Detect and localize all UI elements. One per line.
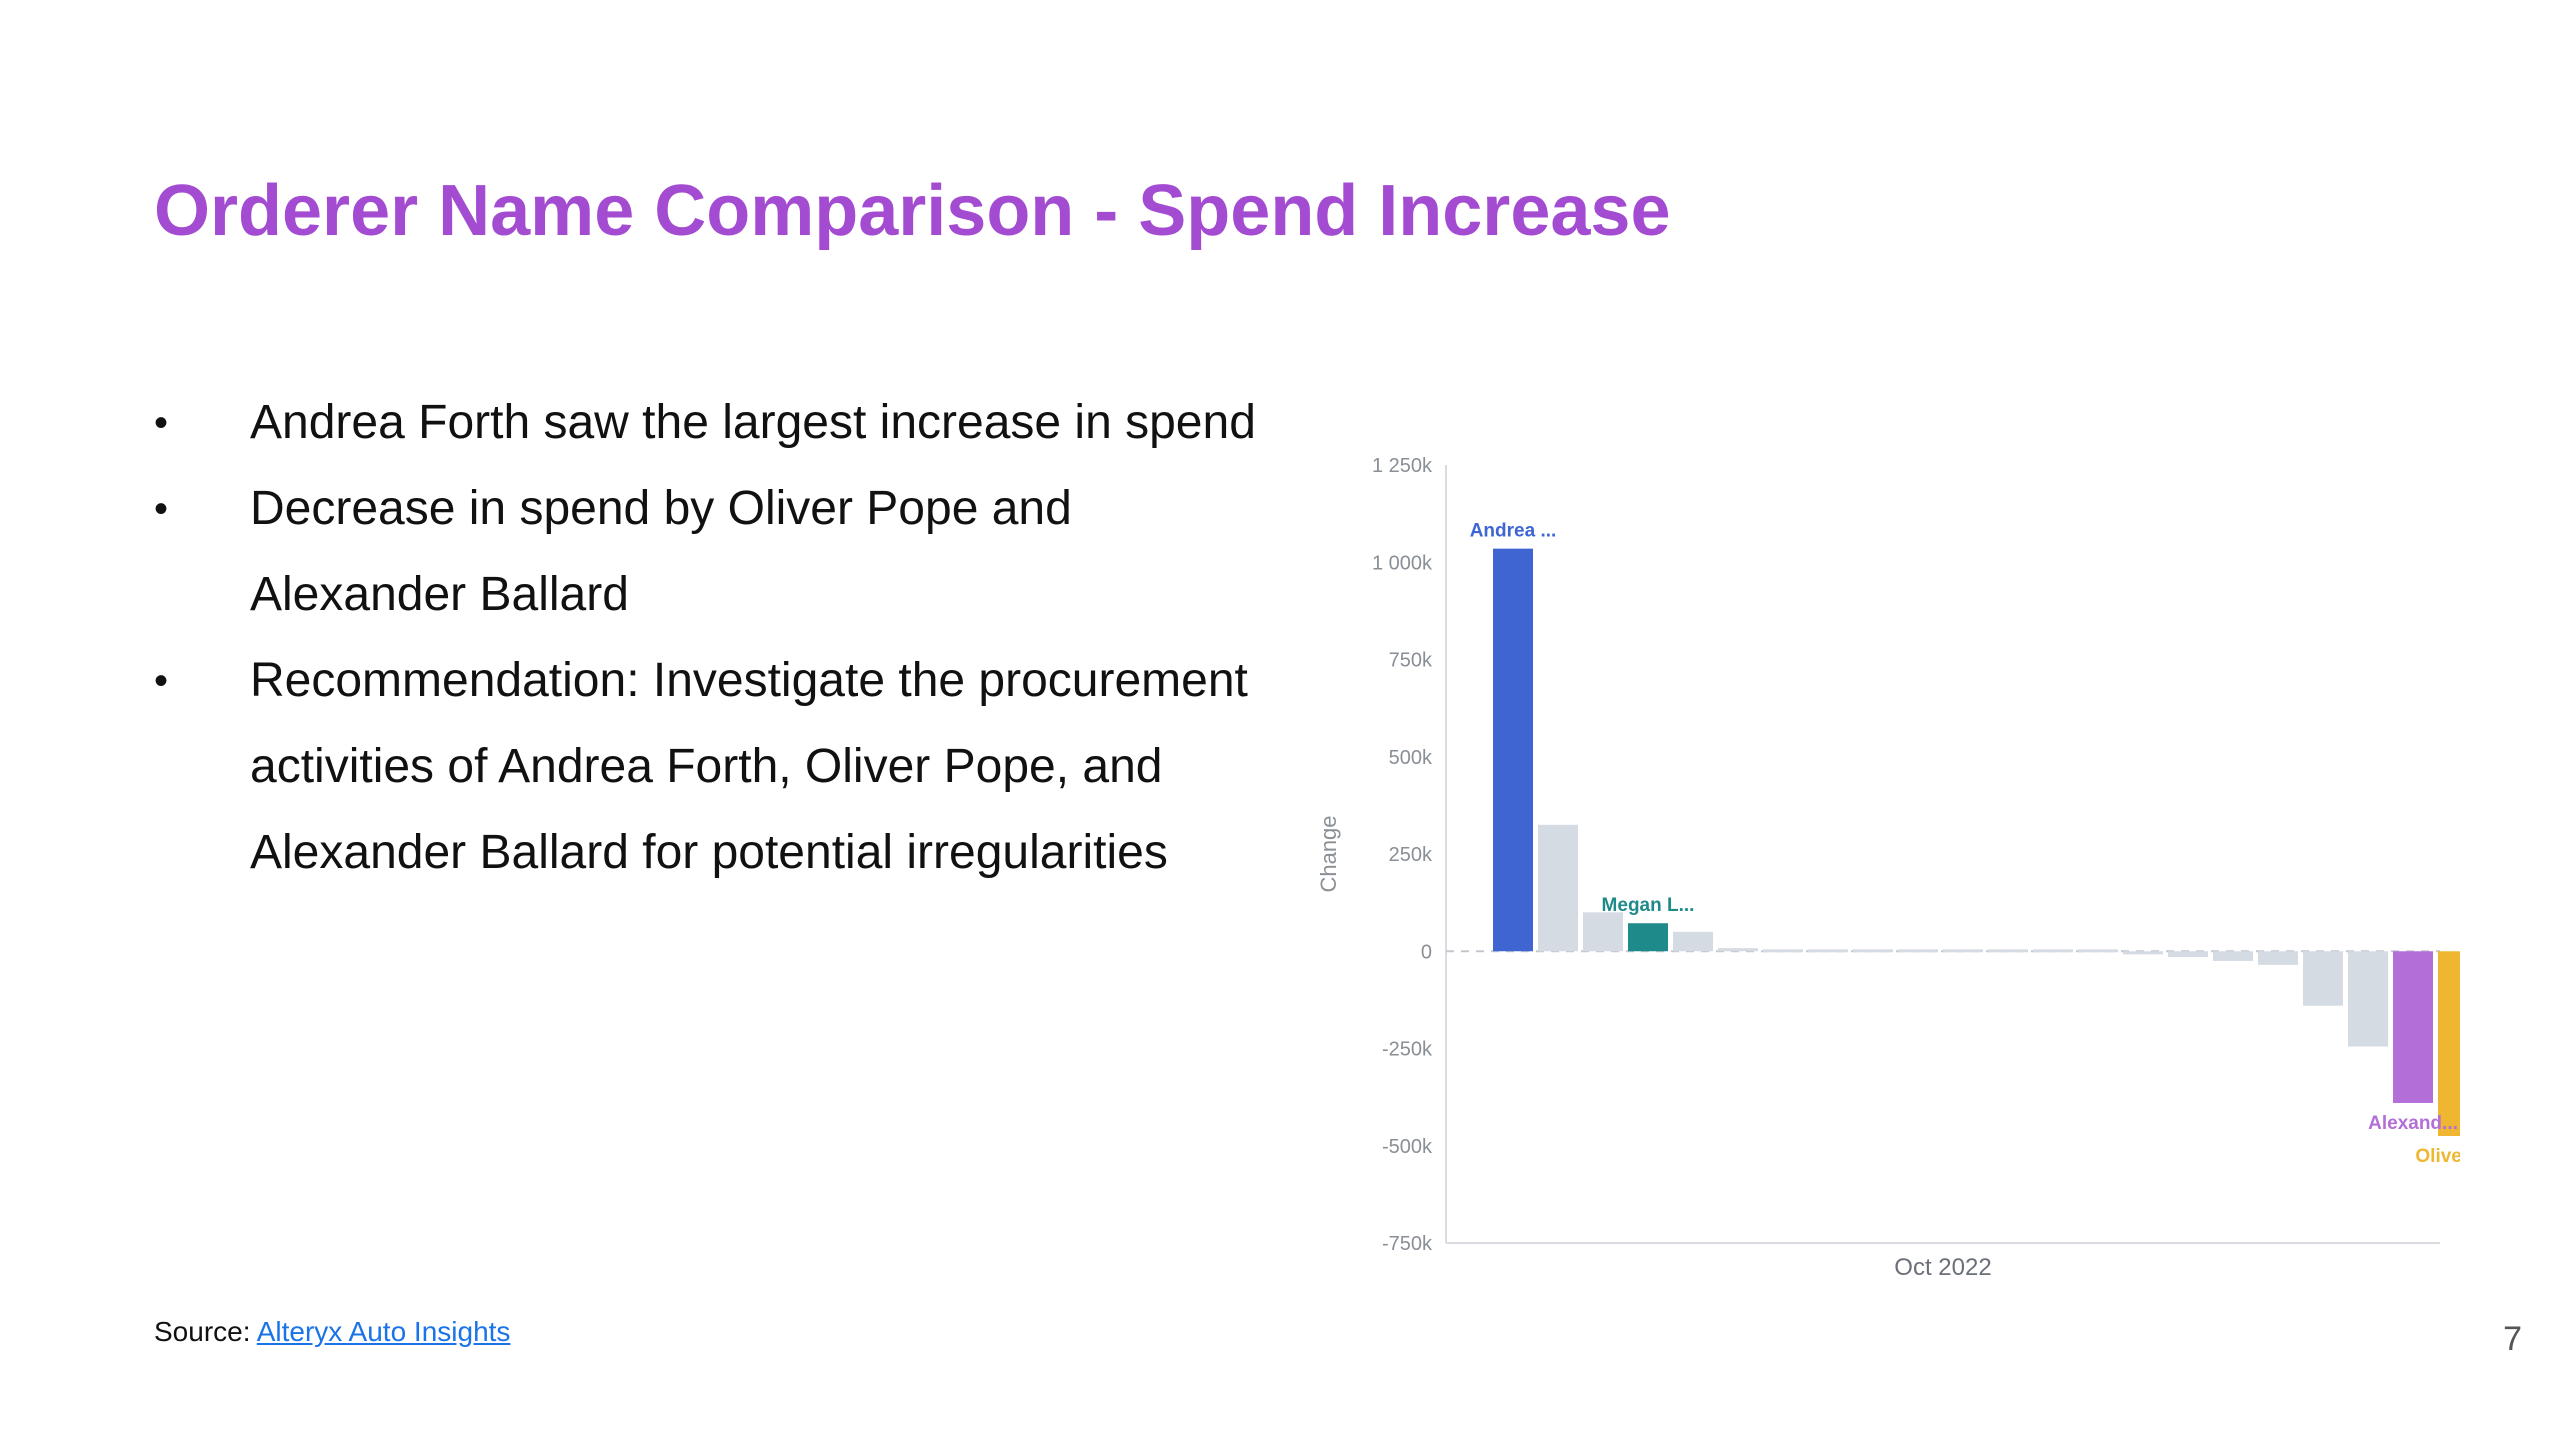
bar-chart-svg: 1 250k 1 000k 750k 500k 250k 0 -250k -500k -750k… <box>1316 455 2460 1281</box>
bar <box>2033 949 2073 953</box>
bar-data-label: Alexand... <box>2368 1113 2458 1134</box>
bar <box>2258 951 2298 965</box>
bullet-icon: • <box>154 487 169 531</box>
y-tick-group: 1 250k 1 000k 750k 500k 250k 0 -250k -500k -750k <box>1372 455 1433 1255</box>
y-tick-label: 1 250k <box>1372 455 1433 477</box>
bullet-item: • Andrea Forth saw the largest increase … <box>154 380 1284 466</box>
bar <box>2393 951 2433 1103</box>
bar <box>2078 949 2118 953</box>
y-axis-label: Change <box>1316 815 1341 892</box>
bar <box>2168 951 2208 958</box>
bar <box>1853 949 1893 953</box>
y-tick-label: 750k <box>1389 650 1433 672</box>
bar <box>1583 912 1623 952</box>
y-tick-label: 250k <box>1389 844 1433 866</box>
bullet-text: Andrea Forth saw the largest increase in… <box>250 396 1256 449</box>
bar <box>1808 949 1848 953</box>
x-axis-label: Oct 2022 <box>1894 1254 1991 1281</box>
bar <box>2348 951 2388 1047</box>
bar-data-label: Andrea ... <box>1470 521 1557 542</box>
bullet-icon: • <box>154 659 169 703</box>
bar <box>1493 548 1533 952</box>
bullet-text: Decrease in spend by Oliver Pope and Ale… <box>250 482 1072 621</box>
bar <box>2213 951 2253 961</box>
y-tick-label: -750k <box>1382 1233 1433 1255</box>
bar-label-group: Andrea ... Megan L... Alexand... Oliver P..… <box>1470 521 2460 1167</box>
bar <box>1718 948 1758 952</box>
bullet-item: • Decrease in spend by Oliver Pope and A… <box>154 466 1284 638</box>
source-label: Source: <box>154 1316 251 1347</box>
y-tick-label: 0 <box>1421 941 1432 963</box>
y-tick-label: 1 000k <box>1372 552 1433 574</box>
bullet-text: Recommendation: Investigate the procurem… <box>250 654 1248 879</box>
bar-data-label: Megan L... <box>1602 895 1695 916</box>
bar <box>2303 951 2343 1006</box>
bullet-item: • Recommendation: Investigate the procur… <box>154 638 1284 896</box>
source-note: Source: Alteryx Auto Insights <box>154 1316 510 1348</box>
y-tick-label: -500k <box>1382 1136 1433 1158</box>
page-number: 7 <box>2503 1320 2522 1358</box>
bar <box>1538 824 1578 952</box>
bar <box>2123 951 2163 955</box>
bullet-list: • Andrea Forth saw the largest increase … <box>154 380 1284 896</box>
bullet-icon: • <box>154 401 169 445</box>
bar <box>1943 949 1983 953</box>
bar <box>1988 949 2028 953</box>
spend-change-chart: 1 250k 1 000k 750k 500k 250k 0 -250k -500k -750k… <box>1300 430 2460 1290</box>
source-link[interactable]: Alteryx Auto Insights <box>256 1316 511 1347</box>
bar <box>1898 949 1938 953</box>
bar <box>2438 951 2460 1137</box>
bar <box>1628 923 1668 952</box>
bar-data-label: Oliver P... <box>2415 1146 2460 1167</box>
slide-title: Orderer Name Comparison - Spend Increase <box>154 171 1671 251</box>
bar <box>1673 931 1713 952</box>
y-tick-label: 500k <box>1389 747 1433 769</box>
bar <box>1763 949 1803 953</box>
bar-group <box>1493 548 2460 1137</box>
y-tick-label: -250k <box>1382 1039 1433 1061</box>
